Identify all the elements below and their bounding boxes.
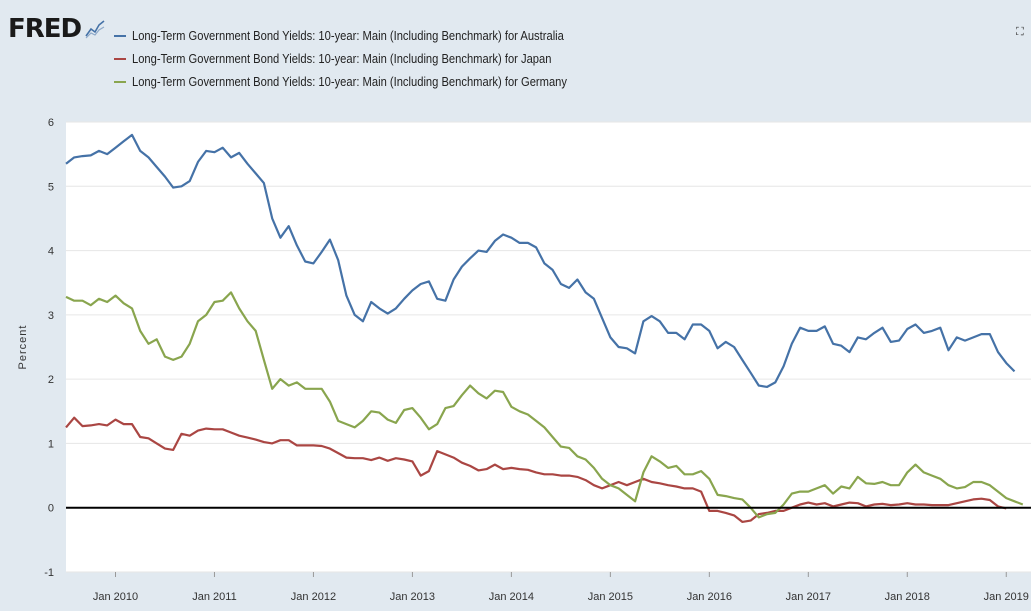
y-tick-label: 5 xyxy=(48,181,54,193)
y-tick-label: -1 xyxy=(44,567,54,579)
chart-legend: Long-Term Government Bond Yields: 10-yea… xyxy=(114,24,638,93)
x-tick-label: Jan 2016 xyxy=(687,591,732,603)
y-tick-label: 3 xyxy=(48,310,54,322)
x-tick-label: Jan 2011 xyxy=(192,591,236,603)
legend-swatch-germany xyxy=(114,80,126,83)
japan-series-line[interactable] xyxy=(65,416,1007,524)
y-tick-label: 0 xyxy=(48,503,54,515)
x-tick-label: Jan 2015 xyxy=(588,591,633,603)
series-lines xyxy=(65,133,1024,524)
fullscreen-icon[interactable]: ⛶ xyxy=(1016,25,1024,38)
x-axis-ticks: Jan 2010 Jan 2011 Jan 2012 Jan 2013 Jan 2014… xyxy=(93,572,1029,603)
x-tick-label: Jan 2013 xyxy=(390,591,435,603)
legend-swatch-australia xyxy=(114,34,126,37)
x-tick-label: Jan 2014 xyxy=(489,591,534,603)
australia-series-line[interactable] xyxy=(65,133,1016,388)
x-tick-label: Jan 2017 xyxy=(786,591,831,603)
legend-label-japan: Long-Term Government Bond Yields: 10-yea… xyxy=(132,51,552,66)
legend-item-germany[interactable]: Long-Term Government Bond Yields: 10-yea… xyxy=(114,70,638,93)
legend-item-australia[interactable]: Long-Term Government Bond Yields: 10-yea… xyxy=(114,24,638,47)
germany-series-line[interactable] xyxy=(65,291,1024,519)
legend-label-germany: Long-Term Government Bond Yields: 10-yea… xyxy=(132,74,567,89)
legend-item-japan[interactable]: Long-Term Government Bond Yields: 10-yea… xyxy=(114,47,638,70)
x-tick-label: Jan 2012 xyxy=(291,591,336,603)
plot-area xyxy=(66,122,1031,572)
y-tick-label: 4 xyxy=(48,246,54,258)
x-tick-label: Jan 2019 xyxy=(984,591,1029,603)
y-axis-title: Percent xyxy=(17,325,29,370)
legend-label-australia: Long-Term Government Bond Yields: 10-yea… xyxy=(132,28,564,43)
x-tick-label: Jan 2018 xyxy=(885,591,930,603)
line-chart-icon xyxy=(85,19,105,39)
x-tick-label: Jan 2010 xyxy=(93,591,138,603)
y-tick-label: 6 xyxy=(48,117,54,129)
y-axis-ticks: 6 5 4 3 2 1 0 -1 xyxy=(44,117,54,579)
legend-swatch-japan xyxy=(114,57,126,60)
fred-logo[interactable]: FRED xyxy=(8,14,82,44)
y-tick-label: 2 xyxy=(48,374,54,386)
y-tick-label: 1 xyxy=(48,438,54,450)
